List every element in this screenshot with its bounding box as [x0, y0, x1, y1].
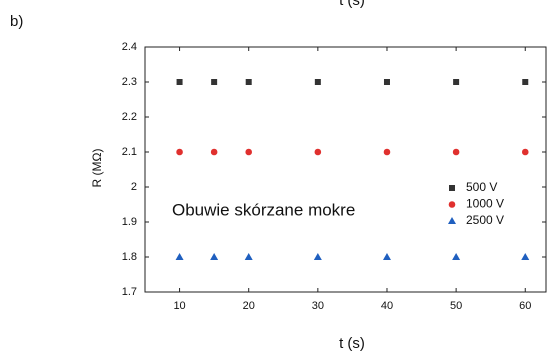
y-tick-label: 1.7: [122, 286, 137, 298]
top-fragment: t (s): [339, 0, 365, 9]
y-tick-label: 2.4: [122, 41, 137, 53]
marker: [210, 148, 218, 156]
legend-label: 500 V: [466, 180, 497, 194]
marker: [522, 79, 529, 85]
marker: [383, 148, 391, 156]
y-tick-label: 2.1: [122, 146, 137, 158]
y-tick-label: 1.9: [122, 216, 137, 228]
marker: [313, 253, 322, 260]
legend-marker: [449, 185, 455, 191]
x-tick-label: 40: [381, 300, 393, 312]
marker: [452, 148, 460, 156]
x-tick-label: 30: [312, 300, 324, 312]
marker: [245, 148, 253, 156]
marker: [382, 253, 391, 260]
y-tick-label: 2.3: [122, 76, 137, 88]
marker: [211, 79, 218, 85]
marker: [244, 253, 253, 260]
panel-label: b): [10, 13, 23, 30]
x-tick-label: 10: [173, 300, 185, 312]
marker: [176, 79, 183, 85]
marker: [452, 253, 461, 260]
marker: [314, 148, 322, 156]
y-tick-label: 1.8: [122, 251, 137, 263]
marker: [210, 253, 219, 260]
marker: [245, 79, 252, 85]
y-axis-label: R (MΩ): [90, 149, 104, 188]
x-tick-label: 20: [243, 300, 255, 312]
plot-frame: [144, 46, 547, 293]
marker: [175, 253, 184, 260]
marker: [521, 148, 529, 156]
marker: [314, 79, 321, 85]
legend-label: 2500 V: [466, 213, 504, 227]
marker: [176, 148, 183, 156]
x-tick-label: 60: [519, 300, 531, 312]
y-tick-label: 2.2: [122, 111, 137, 123]
y-tick-label: 2: [131, 181, 137, 193]
annotation: Obuwie skórzane mokre: [172, 200, 355, 219]
x-tick-label: 50: [450, 300, 462, 312]
legend-marker: [448, 201, 456, 208]
marker: [521, 253, 530, 260]
marker: [383, 79, 390, 85]
legend-label: 1000 V: [466, 197, 504, 211]
x-axis-label: t (s): [339, 335, 365, 352]
marker: [453, 79, 460, 85]
legend-marker: [448, 217, 456, 224]
